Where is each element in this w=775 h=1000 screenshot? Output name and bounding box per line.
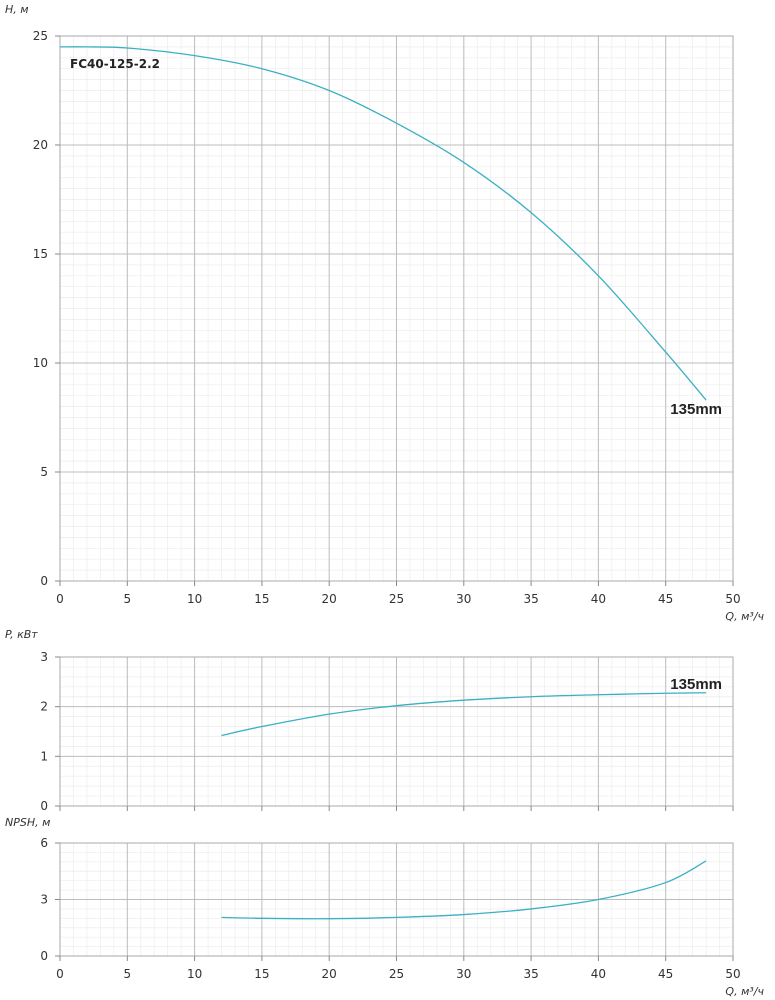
y-tick-label: 5	[40, 465, 48, 479]
y-axis-title: NPSH, м	[5, 816, 50, 829]
x-tick-label: 10	[187, 967, 202, 981]
y-tick-label: 2	[40, 700, 48, 714]
series-label: 135mm	[670, 401, 722, 418]
y-tick-label: 10	[33, 356, 48, 370]
x-tick-label: 10	[187, 592, 202, 606]
y-tick-label: 3	[40, 893, 48, 907]
y-axis-title: H, м	[5, 3, 29, 16]
series-line-1	[221, 860, 707, 920]
x-tick-label: 30	[456, 592, 471, 606]
x-axis-title: Q, м³/ч	[725, 610, 764, 623]
chart-2: 0 1 2 3P, кВт 135mm	[5, 628, 734, 813]
x-tick-label: 40	[591, 967, 606, 981]
series-line-1	[59, 46, 707, 401]
chart-1: 0 5 10 15 20 25 0 5 10 15 20 25 30 35 40 45 50 H, м Q, м³/…	[5, 3, 764, 623]
y-tick-label: 20	[33, 138, 48, 152]
x-tick-label: 5	[123, 592, 131, 606]
y-axis-title: P, кВт	[5, 628, 38, 641]
x-tick-label: 5	[123, 967, 131, 981]
y-tick-label: 0	[40, 949, 48, 963]
x-tick-label: 0	[56, 592, 64, 606]
series-label: 135mm	[670, 676, 722, 693]
x-tick-label: 20	[322, 592, 337, 606]
series-line-1	[221, 692, 707, 737]
x-tick-label: 40	[591, 592, 606, 606]
x-tick-label: 0	[56, 967, 64, 981]
x-tick-label: 35	[523, 592, 538, 606]
y-tick-label: 1	[40, 749, 48, 763]
x-tick-label: 35	[523, 967, 538, 981]
x-axis-title: Q, м³/ч	[725, 985, 764, 998]
x-tick-label: 25	[389, 967, 404, 981]
chart-3: 0 3 6 0 5 10 15 20 25 30 35 40 45 50 NPSH, м Q, м³/ч	[5, 816, 764, 998]
model-annotation: FC40-125-2.2	[70, 57, 160, 71]
x-tick-label: 25	[389, 592, 404, 606]
x-tick-label: 20	[322, 967, 337, 981]
x-tick-label: 45	[658, 592, 673, 606]
x-tick-label: 50	[725, 967, 740, 981]
y-tick-label: 6	[40, 836, 48, 850]
y-tick-label: 0	[40, 799, 48, 813]
y-tick-label: 3	[40, 650, 48, 664]
y-tick-label: 0	[40, 574, 48, 588]
x-tick-label: 50	[725, 592, 740, 606]
x-tick-label: 30	[456, 967, 471, 981]
x-tick-label: 45	[658, 967, 673, 981]
y-tick-label: 25	[33, 29, 48, 43]
x-tick-label: 15	[254, 592, 269, 606]
y-tick-label: 15	[33, 247, 48, 261]
x-tick-label: 15	[254, 967, 269, 981]
